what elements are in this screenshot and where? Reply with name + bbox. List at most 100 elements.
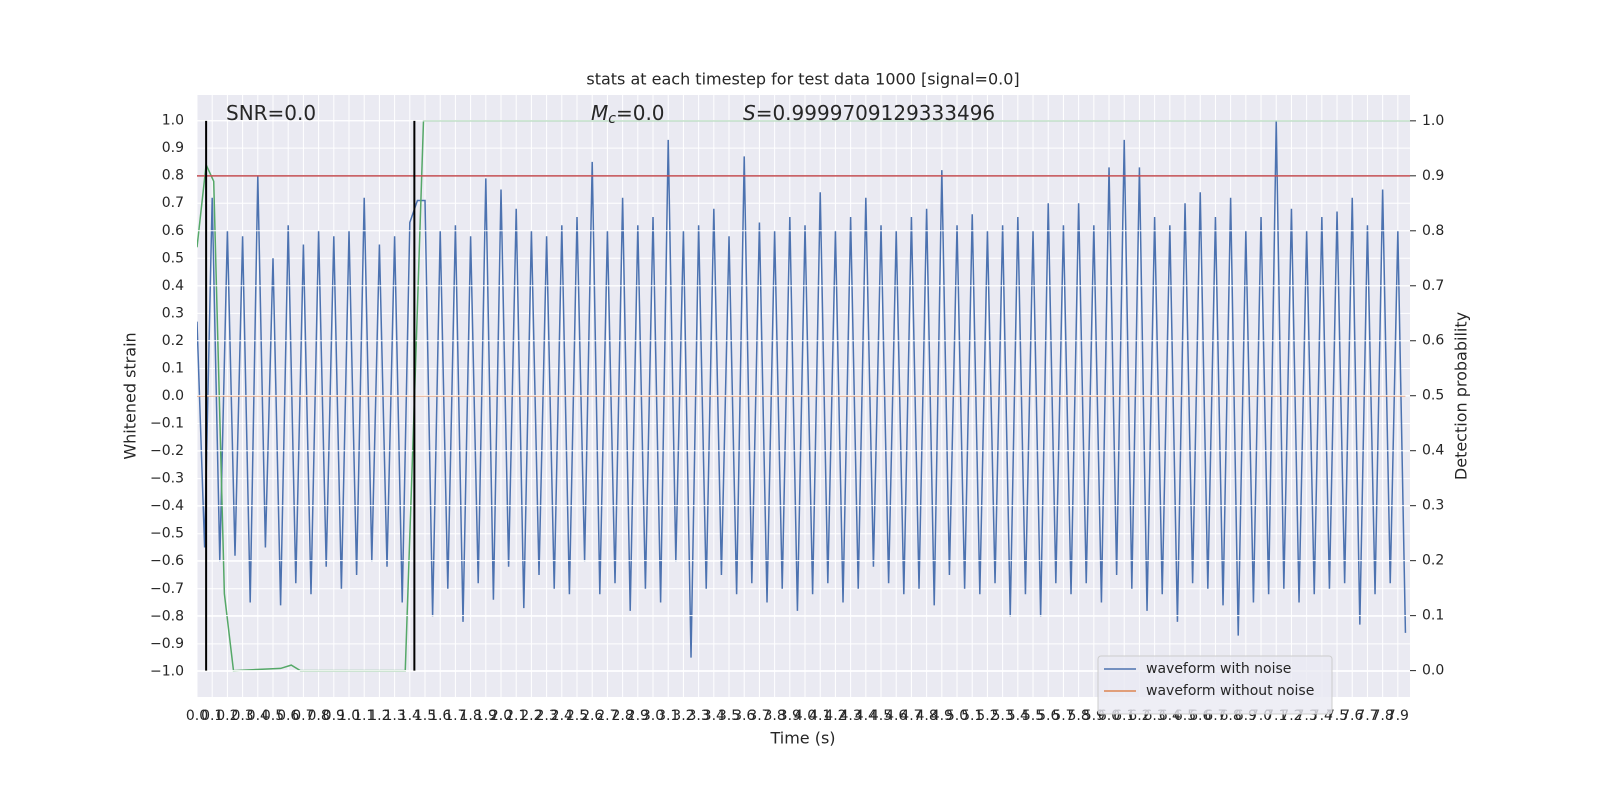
- x-tick-label: 5.4: [1007, 708, 1029, 724]
- x-tick-label: 4.1: [809, 708, 831, 724]
- x-tick-label: 1.6: [429, 708, 451, 724]
- x-tick-label: 4.5: [870, 708, 892, 724]
- y2-tick-label: 0.7: [1422, 278, 1444, 294]
- y-tick-label: −0.7: [150, 581, 184, 597]
- x-tick-label: 3.4: [703, 708, 725, 724]
- x-tick-label: 3.5: [718, 708, 740, 724]
- x-tick-label: 4.6: [885, 708, 907, 724]
- y2-tick-label: 0.9: [1422, 168, 1444, 184]
- x-tick-label: 4.0: [794, 708, 816, 724]
- y-tick-label: −0.3: [150, 471, 184, 487]
- x-tick-label: 5.5: [1022, 708, 1044, 724]
- x-tick-label: 5.7: [1052, 708, 1074, 724]
- x-tick-label: 1.2: [368, 708, 390, 724]
- x-tick-label: 1.5: [414, 708, 436, 724]
- y-tick-label: −0.5: [150, 526, 184, 542]
- y2-tick-label: 0.5: [1422, 388, 1444, 404]
- x-tick-label: 5.2: [976, 708, 998, 724]
- x-tick-label: 5.3: [991, 708, 1013, 724]
- x-tick-label: 1.4: [399, 708, 421, 724]
- annotation-symbol: M: [591, 101, 608, 125]
- y2-tick-label: 1.0: [1422, 113, 1444, 129]
- y-tick-label: −0.6: [150, 553, 184, 569]
- x-tick-label: 1.0: [338, 708, 360, 724]
- x-tick-label: 7.9: [1387, 708, 1409, 724]
- x-axis-label: Time (s): [769, 729, 835, 748]
- x-tick-label: 2.5: [566, 708, 588, 724]
- x-tick-label: 5.1: [961, 708, 983, 724]
- x-tick-label: 3.0: [642, 708, 664, 724]
- y-tick-label: −1.0: [150, 663, 184, 679]
- x-tick-label: 4.7: [900, 708, 922, 724]
- x-tick-label: 3.6: [733, 708, 755, 724]
- series-line: [197, 120, 1407, 658]
- y2-tick-label: 0.0: [1422, 663, 1444, 679]
- x-tick-label: 3.1: [657, 708, 679, 724]
- y-tick-label: 0.7: [162, 195, 184, 211]
- y2-tick-label: 0.8: [1422, 223, 1444, 239]
- x-tick-label: 7.6: [1341, 708, 1363, 724]
- x-tick-label: 1.9: [475, 708, 497, 724]
- annotation: SNR=0.0: [226, 101, 316, 125]
- annotation-symbol: S: [743, 101, 756, 125]
- x-tick-label: 7.8: [1372, 708, 1394, 724]
- annotation-text: =0.0: [616, 101, 665, 125]
- y-tick-label: −0.1: [150, 416, 184, 432]
- x-tick-label: 0.2: [216, 708, 238, 724]
- x-tick-label: 4.2: [824, 708, 846, 724]
- x-tick-label: 2.1: [505, 708, 527, 724]
- annotation: S=0.9999709129333496: [743, 101, 995, 125]
- annotation-subscript: c: [608, 111, 616, 127]
- x-tick-label: 3.9: [779, 708, 801, 724]
- x-tick-label: 3.2: [672, 708, 694, 724]
- x-tick-label: 0.1: [201, 708, 223, 724]
- x-tick-label: 0.7: [292, 708, 314, 724]
- y-tick-label: 1.0: [162, 113, 184, 129]
- x-tick-label: 0.0: [186, 708, 208, 724]
- y-tick-label: −0.8: [150, 608, 184, 624]
- x-tick-label: 2.8: [611, 708, 633, 724]
- x-tick-label: 1.8: [459, 708, 481, 724]
- y-tick-label: 0.1: [162, 360, 184, 376]
- y2-tick-label: 0.4: [1422, 443, 1444, 459]
- annotation-text: SNR=0.0: [226, 101, 316, 125]
- x-tick-label: 0.3: [231, 708, 253, 724]
- legend-box: [1097, 655, 1333, 715]
- legend-label: waveform with noise: [1146, 661, 1291, 677]
- x-tick-label: 0.5: [262, 708, 284, 724]
- x-tick-label: 2.6: [581, 708, 603, 724]
- x-tick-label: 5.8: [1067, 708, 1089, 724]
- chart-title: stats at each timestep for test data 100…: [586, 70, 1019, 89]
- x-tick-label: 3.7: [748, 708, 770, 724]
- annotation-text: =0.9999709129333496: [756, 101, 995, 125]
- y-tick-label: 0.4: [162, 278, 184, 294]
- y2-tick-label: 0.1: [1422, 608, 1444, 624]
- x-tick-label: 1.7: [444, 708, 466, 724]
- y2-tick-label: 0.6: [1422, 333, 1444, 349]
- x-tick-label: 2.9: [627, 708, 649, 724]
- x-tick-label: 5.6: [1037, 708, 1059, 724]
- x-tick-label: 4.9: [931, 708, 953, 724]
- x-tick-label: 2.2: [520, 708, 542, 724]
- y-tick-label: 0.5: [162, 250, 184, 266]
- series-line: [197, 120, 1410, 672]
- x-tick-label: 4.4: [855, 708, 877, 724]
- y2-tick-label: 0.2: [1422, 553, 1444, 569]
- x-tick-label: 0.4: [247, 708, 269, 724]
- x-tick-label: 3.3: [687, 708, 709, 724]
- x-tick-label: 3.8: [763, 708, 785, 724]
- y-tick-label: 0.6: [162, 223, 184, 239]
- y-tick-label: 0.8: [162, 168, 184, 184]
- x-tick-label: 7.7: [1356, 708, 1378, 724]
- annotation: Mc=0.0: [591, 101, 665, 128]
- x-tick-label: 2.7: [596, 708, 618, 724]
- x-tick-label: 2.4: [551, 708, 573, 724]
- x-tick-label: 4.3: [839, 708, 861, 724]
- x-tick-label: 5.0: [946, 708, 968, 724]
- x-tick-label: 1.1: [353, 708, 375, 724]
- x-tick-label: 1.3: [383, 708, 405, 724]
- y-tick-label: −0.2: [150, 443, 184, 459]
- y-tick-label: 0.3: [162, 305, 184, 321]
- legend-label: waveform without noise: [1146, 683, 1314, 699]
